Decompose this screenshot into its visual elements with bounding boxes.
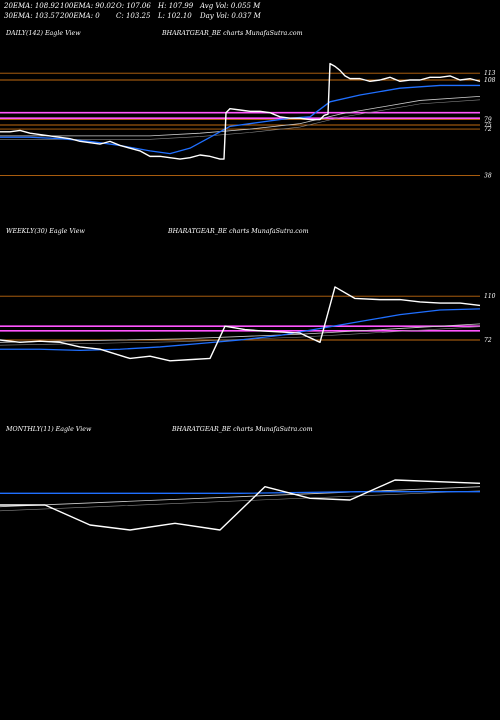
ema100-value: 100EMA: 90.02 [60,2,116,10]
ema200-value: 200EMA: 0 [60,12,100,20]
daily-y-tick-label: 75 [484,122,492,129]
weekly-chart: 110 72 [0,286,496,362]
monthly-panel-label: MONTHLY(11) Eagle View [6,426,92,433]
daily-y-tick-label: 38 [484,172,492,179]
daily-panel-label: DAILY(142) Eagle View [6,30,81,37]
weekly-panel-label: WEEKLY(30) Eagle View [6,228,85,235]
ema20-value: 20EMA: 108.92 [4,2,60,10]
weekly-y-tick-label: 110 [484,293,496,300]
weekly-y-tick-label: 72 [484,337,492,344]
daily-ema-fast-line [0,84,480,155]
monthly-ema-slow-line [0,486,481,508]
daily-y-tick-label: 72 [484,126,492,133]
daily-y-tick-label: 113 [484,70,496,77]
avg-volume: Avg Vol: 0.055 M [200,2,261,10]
close-value: C: 103.25 [116,12,151,20]
daily-ema-slow-companion-line [0,99,481,140]
weekly-ema-slow-companion-line [0,326,481,346]
daily-y-tick-label: 108 [484,77,496,84]
open-value: O: 107.06 [116,2,151,10]
monthly-chart [0,479,481,531]
high-value: H: 107.99 [158,2,194,10]
daily-ema-slow-line [0,95,481,137]
daily-y-tick-label: 79 [484,117,492,124]
day-volume: Day Vol: 0.037 M [200,12,261,20]
daily-price-line [0,62,481,160]
daily-watermark: BHARATGEAR_BE charts MunafaSutra.com [162,30,303,37]
monthly-price-line [0,479,481,531]
weekly-price-line [0,286,481,362]
weekly-ema-fast-line [0,308,481,352]
ema30-value: 30EMA: 103.57 [4,12,60,20]
weekly-watermark: BHARATGEAR_BE charts MunafaSutra.com [168,228,309,235]
low-value: L: 102.10 [158,12,192,20]
monthly-watermark: BHARATGEAR_BE charts MunafaSutra.com [172,426,313,433]
monthly-ema-fast-line [0,491,480,494]
monthly-ema-slow-companion-line [0,490,481,512]
weekly-ema-slow-line [0,323,481,343]
